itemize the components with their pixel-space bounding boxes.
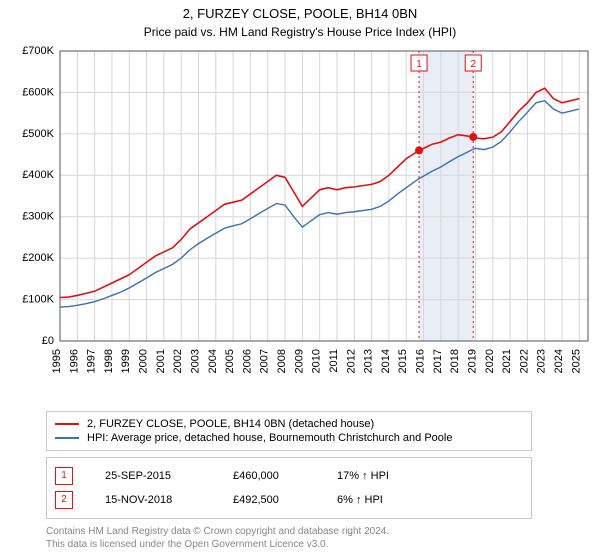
svg-text:£0: £0 [42,335,54,347]
legend-swatch [55,437,79,439]
svg-text:1995: 1995 [51,349,63,373]
chart-subtitle: Price paid vs. HM Land Registry's House … [6,25,594,39]
svg-text:2018: 2018 [449,349,461,373]
svg-text:1996: 1996 [68,349,80,373]
sale-price: £460,000 [233,470,305,482]
svg-text:1: 1 [416,59,422,70]
legend-item: 2, FURZEY CLOSE, POOLE, BH14 0BN (detach… [55,417,523,431]
svg-text:2022: 2022 [518,349,530,373]
svg-text:£200K: £200K [22,252,54,264]
svg-text:1999: 1999 [120,349,132,373]
svg-text:£500K: £500K [22,128,54,140]
svg-text:1997: 1997 [86,349,98,373]
sales-table: 1 25-SEP-2015 £460,000 17% ↑ HPI 2 15-NOV-201… [46,457,532,519]
svg-text:2024: 2024 [553,349,565,373]
svg-text:£300K: £300K [22,211,54,223]
sales-row: 1 25-SEP-2015 £460,000 17% ↑ HPI [55,464,523,488]
svg-text:2025: 2025 [570,349,582,373]
svg-text:2012: 2012 [345,349,357,373]
chart-plot-area: £0 £100K £200K £300K £400K £500K £600K £700K 199… [6,45,594,405]
chart-svg: £0 £100K £200K £300K £400K £500K £600K £700K 199… [6,45,594,405]
chart-title: 2, FURZEY CLOSE, POOLE, BH14 0BN [6,6,594,23]
legend-label: HPI: Average price, detached house, Bour… [87,432,452,444]
svg-text:2004: 2004 [207,349,219,373]
svg-text:2007: 2007 [259,349,271,373]
svg-text:2017: 2017 [432,349,444,373]
legend-label: 2, FURZEY CLOSE, POOLE, BH14 0BN (detach… [87,418,374,430]
svg-text:2016: 2016 [415,349,427,373]
svg-text:£600K: £600K [22,86,54,98]
chart-container: 2, FURZEY CLOSE, POOLE, BH14 0BN Price p… [0,0,600,557]
sale-marker-number: 1 [55,467,73,485]
svg-text:2023: 2023 [536,349,548,373]
legend: 2, FURZEY CLOSE, POOLE, BH14 0BN (detach… [46,411,532,451]
svg-text:2006: 2006 [241,349,253,373]
sales-row: 2 15-NOV-2018 £492,500 6% ↑ HPI [55,488,523,512]
footnote: Contains HM Land Registry data © Crown c… [46,525,526,551]
svg-text:2003: 2003 [189,349,201,373]
sale-pct: 6% ↑ HPI [337,494,417,506]
sale-price: £492,500 [233,494,305,506]
svg-text:2020: 2020 [484,349,496,373]
svg-text:2009: 2009 [293,349,305,373]
legend-item: HPI: Average price, detached house, Bour… [55,431,523,445]
sale-date: 15-NOV-2018 [105,494,201,506]
svg-text:2008: 2008 [276,349,288,373]
footnote-line-1: Contains HM Land Registry data © Crown c… [46,526,389,537]
sale-pct: 17% ↑ HPI [337,470,417,482]
svg-text:2021: 2021 [501,349,513,373]
legend-swatch [55,423,79,425]
svg-text:2001: 2001 [155,349,167,373]
svg-text:2014: 2014 [380,349,392,373]
svg-text:2013: 2013 [363,349,375,373]
svg-text:£400K: £400K [22,169,54,181]
sale-marker-number: 2 [55,491,73,509]
svg-text:1998: 1998 [103,349,115,373]
svg-text:£100K: £100K [22,293,54,305]
svg-text:2019: 2019 [466,349,478,373]
svg-text:2010: 2010 [311,349,323,373]
svg-text:2005: 2005 [224,349,236,373]
footnote-line-2: This data is licensed under the Open Gov… [46,539,328,550]
svg-text:2011: 2011 [328,349,340,373]
svg-text:£700K: £700K [22,45,54,57]
sale-date: 25-SEP-2015 [105,470,201,482]
svg-text:2002: 2002 [172,349,184,373]
svg-text:2: 2 [470,59,476,70]
svg-text:2000: 2000 [138,349,150,373]
svg-text:2015: 2015 [397,349,409,373]
